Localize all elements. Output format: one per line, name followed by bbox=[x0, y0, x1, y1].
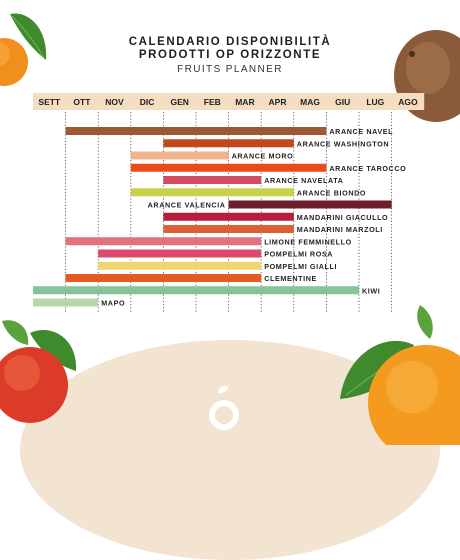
availability-bar bbox=[65, 274, 262, 282]
month-label: MAR bbox=[235, 97, 254, 107]
availability-bar bbox=[33, 298, 99, 307]
month-label: MAG bbox=[300, 97, 320, 107]
product-label: POMPELMI ROSA bbox=[264, 250, 333, 259]
availability-bar bbox=[33, 286, 359, 295]
month-label: SETT bbox=[38, 97, 61, 107]
product-label: ARANCE WASHINGTON bbox=[297, 139, 389, 148]
month-label: FEB bbox=[204, 97, 221, 107]
product-label: MAPO bbox=[101, 299, 125, 308]
availability-bar bbox=[98, 261, 262, 270]
product-label: CLEMENTINE bbox=[264, 274, 317, 283]
product-label: MANDARINI GIACULLO bbox=[297, 213, 388, 222]
product-label: ARANCE VALENCIA bbox=[148, 201, 226, 210]
op-orizzonte-logo-icon bbox=[209, 400, 239, 430]
logo-leaf-icon bbox=[218, 386, 228, 393]
product-label: ARANCE NAVELATA bbox=[264, 176, 343, 185]
month-header-band bbox=[33, 93, 425, 110]
month-label: APR bbox=[269, 97, 287, 107]
orange-fruit-icon bbox=[0, 13, 47, 86]
product-label: ARANCE NAVEL bbox=[329, 127, 393, 136]
orange-with-leaves-icon bbox=[340, 305, 460, 445]
month-label: NOV bbox=[105, 97, 124, 107]
month-label: OTT bbox=[73, 97, 91, 107]
month-label: DIC bbox=[140, 97, 155, 107]
availability-bar bbox=[65, 237, 262, 246]
availability-bar bbox=[130, 151, 229, 160]
month-label: GIU bbox=[335, 97, 350, 107]
product-label: POMPELMI GIALLI bbox=[264, 262, 337, 271]
availability-bar bbox=[163, 139, 294, 148]
availability-bar bbox=[163, 212, 294, 221]
availability-bar bbox=[130, 163, 327, 172]
product-label: ARANCE TAROCCO bbox=[329, 164, 406, 173]
month-label: AGO bbox=[398, 97, 418, 107]
month-label: LUG bbox=[366, 97, 384, 107]
product-label: MANDARINI MARZOLI bbox=[297, 225, 383, 234]
chart-subtitle: FRUITS PLANNER bbox=[177, 64, 283, 75]
chart-title-line1: CALENDARIO DISPONIBILITÀ bbox=[128, 36, 332, 48]
month-label: GEN bbox=[170, 97, 188, 107]
blood-orange-icon bbox=[0, 320, 77, 423]
availability-bar bbox=[65, 127, 327, 135]
availability-bar bbox=[98, 249, 262, 258]
product-label: KIWI bbox=[362, 286, 380, 295]
availability-bar bbox=[163, 176, 262, 184]
chart-title-line2: PRODOTTI OP ORIZZONTE bbox=[138, 49, 322, 61]
product-label: LIMONE FEMMINELLO bbox=[264, 237, 352, 246]
availability-bar bbox=[228, 200, 392, 209]
availability-bar bbox=[163, 225, 294, 233]
availability-chart: SETT OTT NOV DIC GEN FEB MAR APR MAG GIU LUG AGO ARA… bbox=[33, 93, 425, 313]
chart-title-block: CALENDARIO DISPONIBILITÀ PRODOTTI OP ORI… bbox=[0, 36, 460, 77]
availability-bar bbox=[130, 188, 294, 197]
product-label: ARANCE BIONDO bbox=[297, 188, 366, 197]
product-label: ARANCE MORO bbox=[232, 152, 294, 161]
